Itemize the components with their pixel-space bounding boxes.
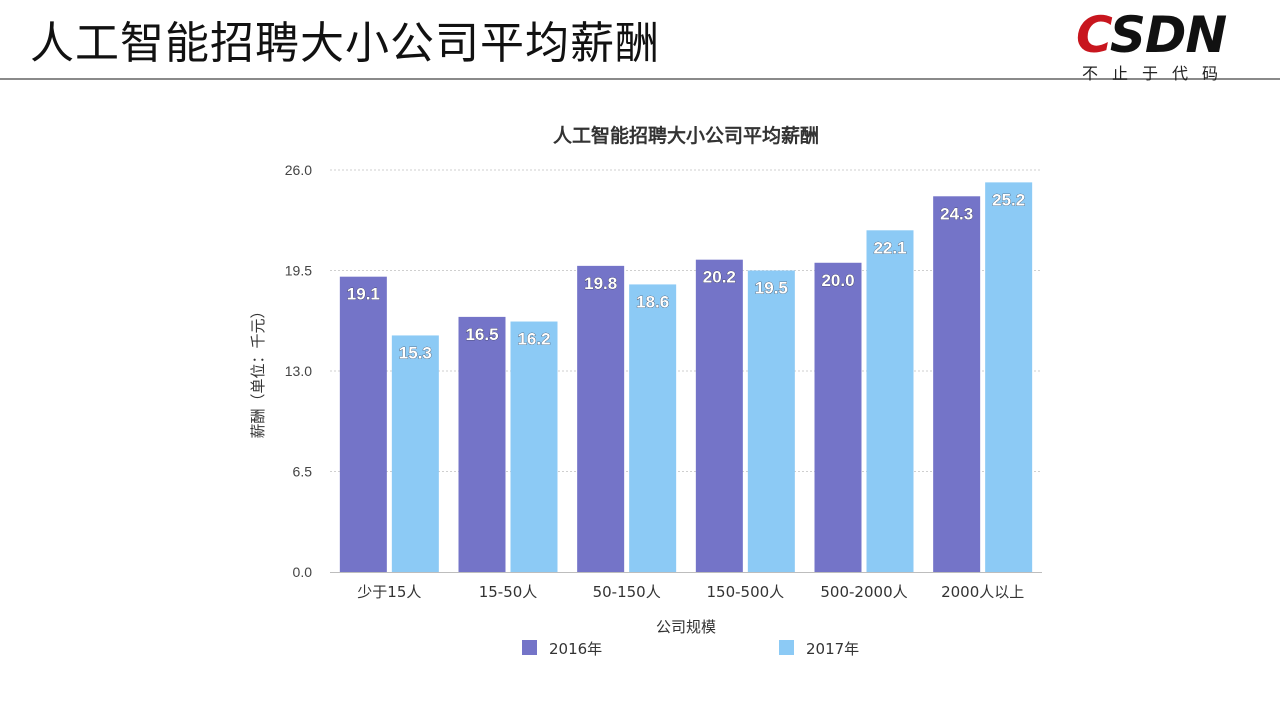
- csdn-logo: CSDN 不止于代码: [1076, 10, 1256, 83]
- x-tick-label: 2000人以上: [941, 583, 1024, 601]
- logo-wordmark: CSDN: [1076, 10, 1227, 60]
- legend-label: 2016年: [549, 640, 602, 658]
- bar-2017年: [985, 182, 1033, 572]
- y-tick-label: 26.0: [285, 162, 312, 178]
- logo-letter-c: C: [1076, 6, 1111, 64]
- data-label: 18.6: [636, 292, 669, 311]
- bar-labels: 19.1 15.3 16.5 16.2 19.8 18.6 20.2 19.5 20.0 22.1…: [346, 190, 1025, 363]
- data-label: 19.8: [584, 274, 617, 293]
- data-label: 24.3: [940, 204, 973, 223]
- x-tick-label: 500-2000人: [820, 583, 907, 601]
- bar-2017年: [629, 284, 677, 572]
- bar-2016年: [814, 262, 862, 572]
- y-tick-label: 6.5: [293, 464, 313, 480]
- y-axis-ticks: 0.0 6.5 13.0 19.5 26.0: [285, 162, 312, 580]
- x-tick-label: 少于15人: [357, 583, 421, 601]
- y-axis-label: 薪酬（单位：千元）: [249, 303, 267, 438]
- legend-label: 2017年: [806, 640, 859, 658]
- data-label: 16.2: [517, 330, 550, 349]
- bar-2017年: [866, 230, 914, 573]
- data-label: 19.5: [755, 279, 788, 298]
- chart-title: 人工智能招聘大小公司平均薪酬: [553, 124, 819, 147]
- y-tick-label: 13.0: [285, 363, 312, 379]
- legend-swatch: [522, 640, 537, 655]
- data-label: 16.5: [465, 325, 498, 344]
- bars: [339, 182, 1033, 573]
- bar-2017年: [510, 321, 558, 572]
- bar-2016年: [695, 259, 743, 572]
- bar-2016年: [577, 265, 625, 572]
- x-axis-label: 公司规模: [656, 618, 716, 636]
- data-label: 19.1: [347, 285, 380, 304]
- data-label: 22.1: [873, 238, 906, 257]
- data-label: 15.3: [399, 343, 432, 362]
- data-label: 20.2: [703, 268, 736, 287]
- y-tick-label: 0.0: [293, 564, 313, 580]
- x-axis-ticks: 少于15人 15-50人 50-150人 150-500人 500-2000人 2000人…: [357, 583, 1024, 601]
- logo-letters: SDN: [1109, 6, 1227, 64]
- x-tick-label: 15-50人: [479, 583, 538, 601]
- bar-2016年: [339, 276, 387, 572]
- legend: 2016年 2017年: [522, 640, 859, 658]
- x-tick-label: 150-500人: [706, 583, 784, 601]
- logo-slogan: 不止于代码: [1082, 64, 1233, 83]
- y-tick-label: 19.5: [285, 263, 312, 279]
- data-label: 20.0: [821, 271, 854, 290]
- header-divider: [0, 78, 1280, 80]
- bar-2016年: [933, 196, 981, 573]
- x-tick-label: 50-150人: [593, 583, 661, 601]
- data-label: 25.2: [992, 190, 1025, 209]
- grid-lines: [330, 169, 1042, 472]
- slide-title: 人工智能招聘大小公司平均薪酬: [30, 18, 660, 69]
- bar-2017年: [391, 335, 439, 572]
- legend-swatch: [779, 640, 794, 655]
- bar-2017年: [747, 270, 795, 572]
- bar-2016年: [458, 316, 506, 572]
